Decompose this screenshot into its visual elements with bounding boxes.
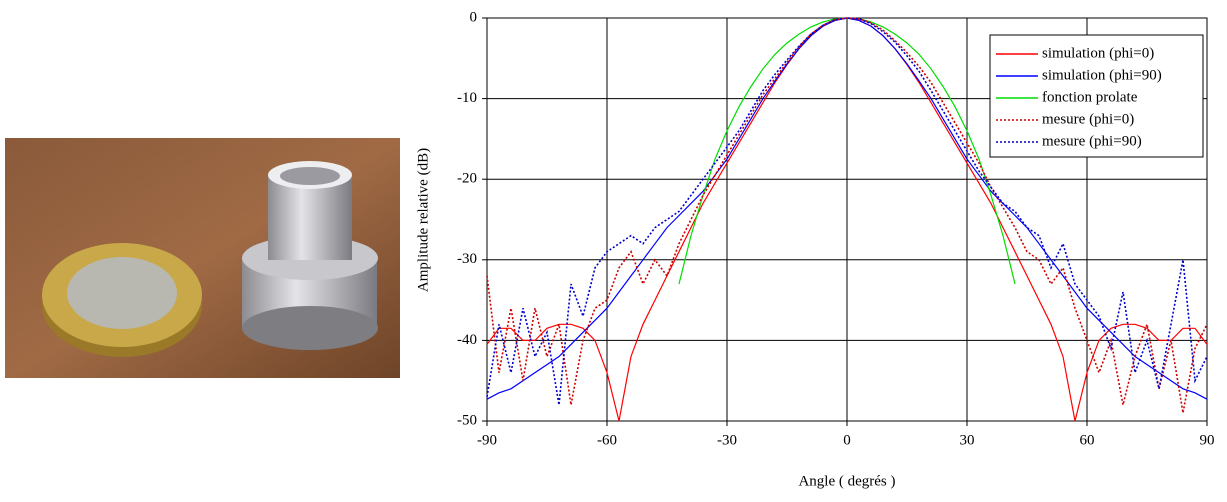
flange-bottom xyxy=(242,306,378,350)
horn xyxy=(268,175,352,260)
legend-label: simulation (phi=0) xyxy=(1042,45,1154,61)
x-tick-label: 60 xyxy=(1080,432,1095,448)
x-tick-label: 0 xyxy=(843,432,851,448)
x-tick-label: -90 xyxy=(477,432,497,448)
x-tick-label: -60 xyxy=(597,432,617,448)
photo xyxy=(5,138,400,378)
y-tick-label: 0 xyxy=(470,9,478,25)
legend-label: fonction prolate xyxy=(1042,89,1138,105)
y-axis-label: Amplitude relative (dB) xyxy=(415,148,431,292)
x-axis-label: Angle ( degrés ) xyxy=(798,473,895,489)
legend: simulation (phi=0) simulation (phi=90) fon… xyxy=(989,34,1204,158)
horn-aperture xyxy=(280,167,340,185)
series-line xyxy=(486,17,1208,406)
x-tick-label: 30 xyxy=(960,432,975,448)
y-tick-label: -50 xyxy=(457,412,477,428)
x-tick-label: 90 xyxy=(1200,432,1215,448)
y-tick-label: -10 xyxy=(457,90,477,106)
y-tick-label: -30 xyxy=(457,251,477,267)
x-tick-label: -30 xyxy=(717,432,737,448)
legend-box xyxy=(989,34,1204,158)
legend-label: simulation (phi=90) xyxy=(1042,67,1162,83)
legend-label: mesure (phi=90) xyxy=(1042,133,1142,149)
coin-center xyxy=(67,257,177,329)
chart: Angle ( degrés ) Amplitude relative (dB)… xyxy=(415,9,1214,489)
series-line xyxy=(486,17,1208,414)
legend-label: mesure (phi=0) xyxy=(1042,111,1134,127)
y-tick-label: -40 xyxy=(457,332,477,348)
y-tick-label: -20 xyxy=(457,171,477,187)
